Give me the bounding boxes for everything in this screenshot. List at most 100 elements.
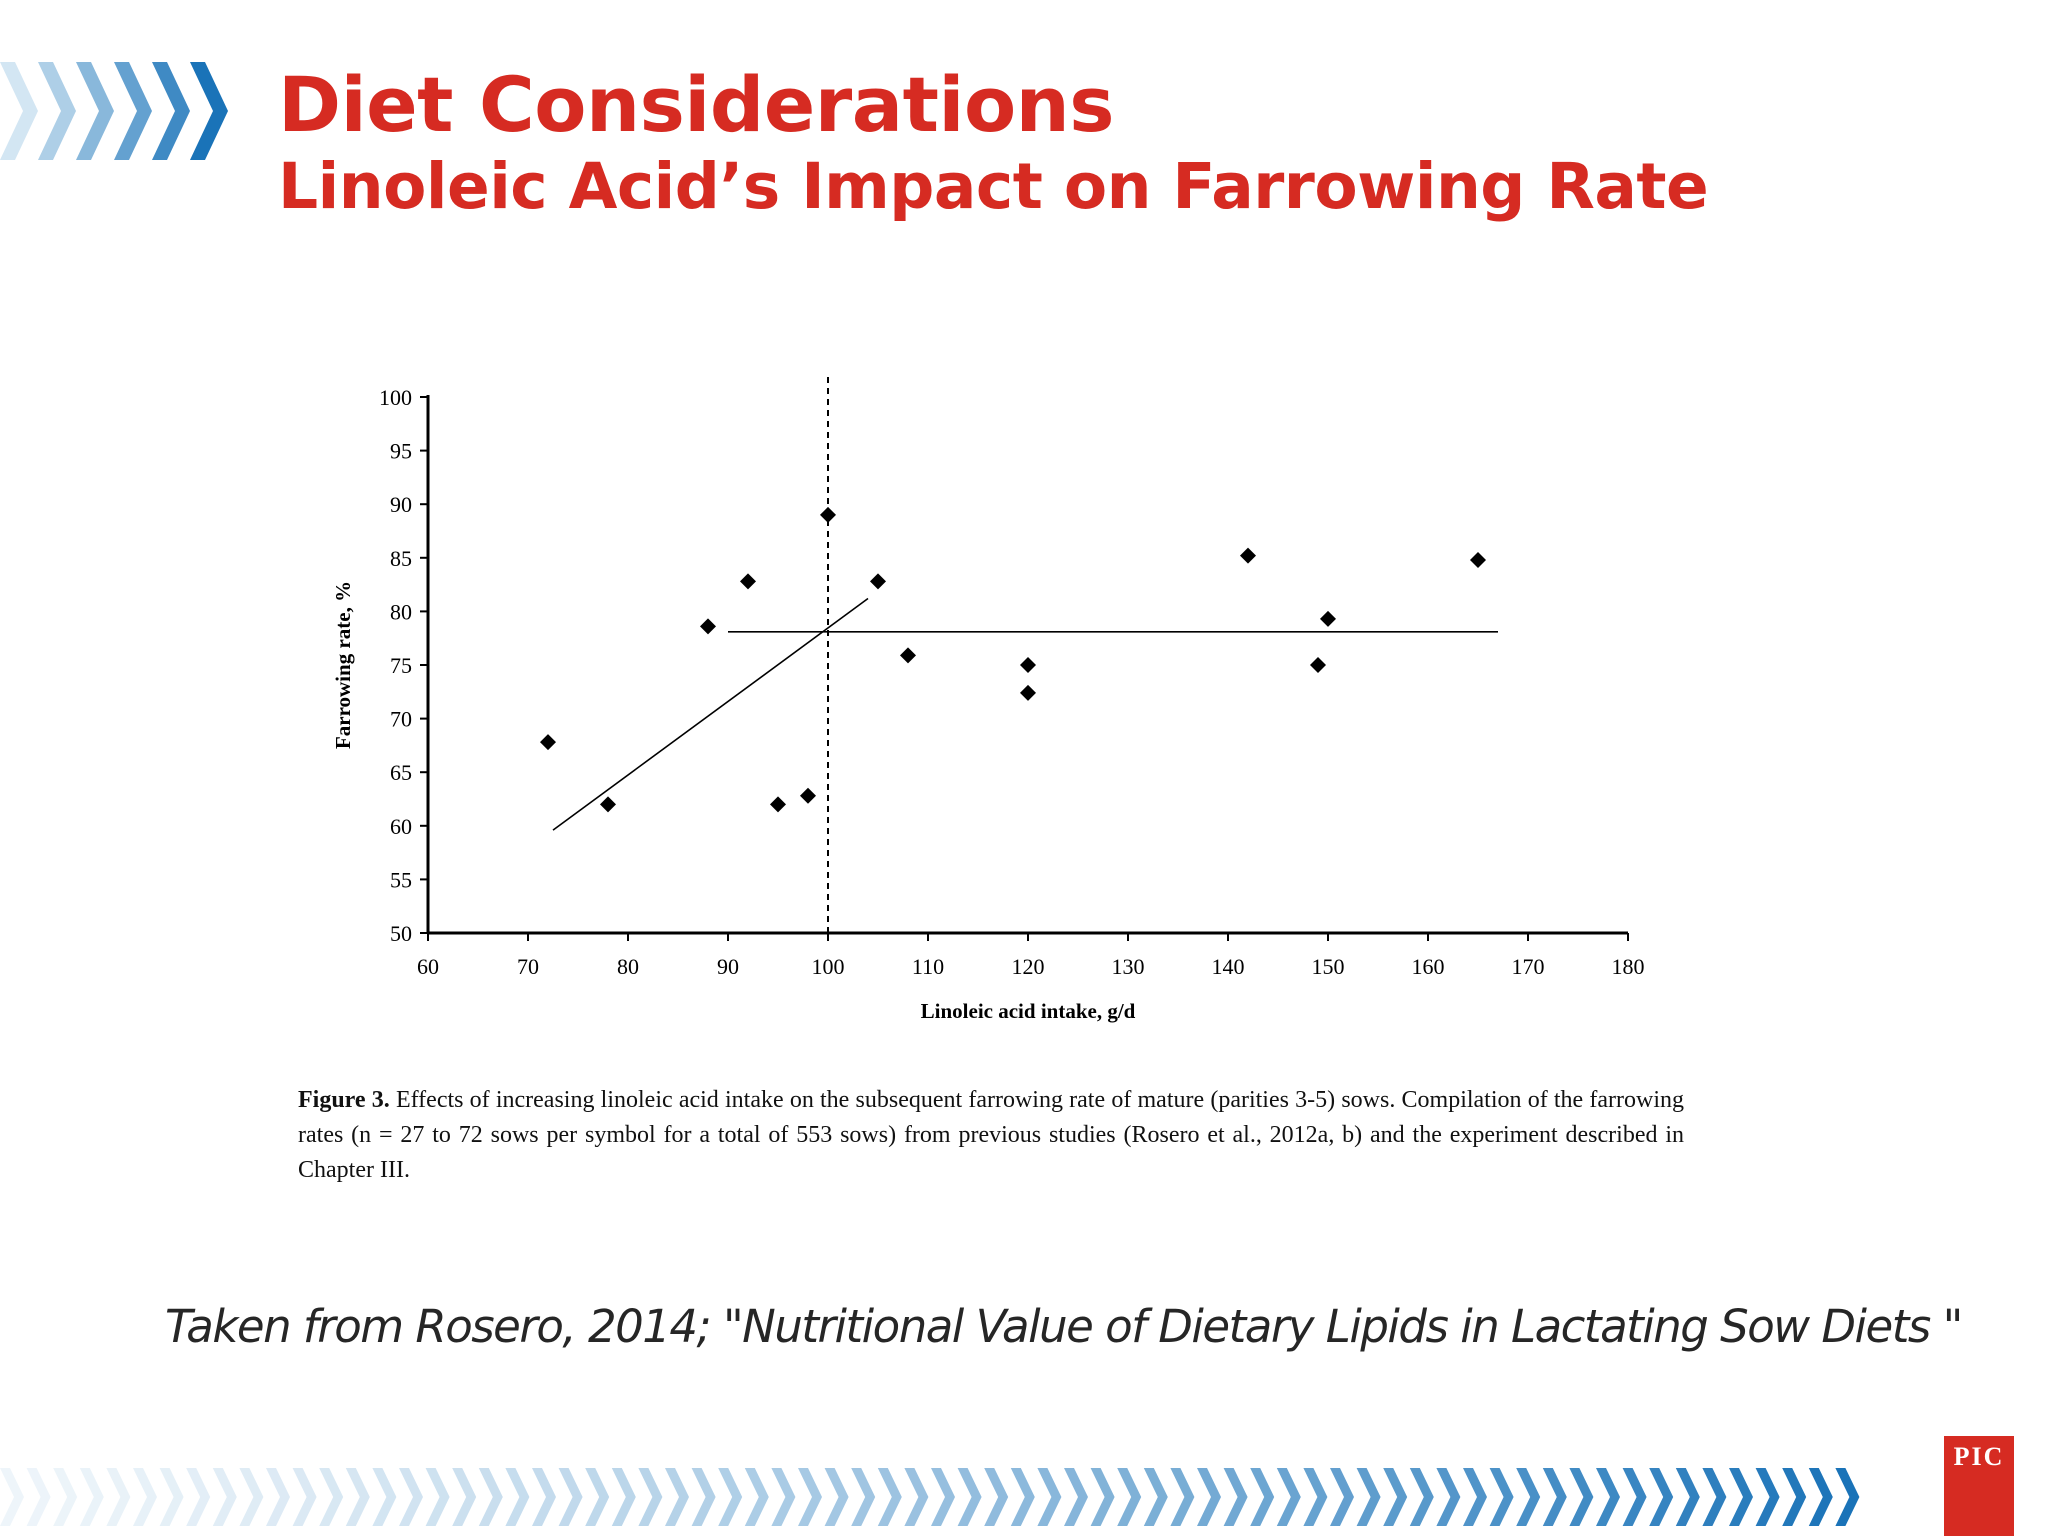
footer-chevron bbox=[212, 1468, 237, 1526]
footer-chevron bbox=[1356, 1468, 1381, 1526]
y-tick-label: 90 bbox=[390, 492, 412, 517]
data-point bbox=[600, 796, 616, 813]
x-tick-label: 60 bbox=[417, 954, 439, 979]
footer-chevron bbox=[425, 1468, 450, 1526]
data-point bbox=[1020, 684, 1036, 701]
caption-text: Effects of increasing linoleic acid inta… bbox=[298, 1087, 1685, 1183]
footer-chevron-decoration bbox=[0, 1468, 1860, 1526]
x-tick-label: 90 bbox=[717, 954, 739, 979]
data-point bbox=[800, 787, 816, 804]
footer-chevron bbox=[1143, 1468, 1168, 1526]
footer-chevron bbox=[1569, 1468, 1594, 1526]
footer-chevron bbox=[1463, 1468, 1487, 1526]
header-chevron-decoration bbox=[0, 62, 228, 160]
footer-chevron bbox=[372, 1468, 397, 1526]
footer-chevron bbox=[1250, 1468, 1275, 1526]
footer-chevron bbox=[1675, 1468, 1700, 1526]
footer-chevron bbox=[611, 1468, 636, 1526]
header-chevron bbox=[114, 62, 152, 160]
footer-chevron bbox=[239, 1468, 264, 1526]
y-tick-label: 70 bbox=[390, 707, 412, 732]
footer-chevron bbox=[558, 1468, 583, 1526]
source-citation: Taken from Rosero, 2014; "Nutritional Va… bbox=[165, 1300, 1963, 1353]
x-tick-label: 100 bbox=[812, 954, 845, 979]
footer-chevron bbox=[1223, 1468, 1248, 1526]
footer-chevron bbox=[1649, 1468, 1674, 1526]
logo-text: PIC bbox=[1953, 1442, 2005, 1471]
footer-chevron bbox=[1010, 1468, 1035, 1526]
footer-chevron bbox=[1729, 1468, 1753, 1526]
footer-chevron bbox=[1090, 1468, 1115, 1526]
footer-chevron bbox=[665, 1468, 689, 1526]
page-title: Diet Considerations bbox=[278, 60, 1115, 149]
x-axis-label: Linoleic acid intake, g/d bbox=[921, 999, 1136, 1023]
header-chevron bbox=[152, 62, 190, 160]
footer-chevron bbox=[1117, 1468, 1142, 1526]
y-tick-label: 65 bbox=[390, 760, 412, 785]
data-point bbox=[820, 506, 836, 523]
footer-chevron bbox=[1782, 1468, 1807, 1526]
x-tick-label: 80 bbox=[617, 954, 639, 979]
footer-chevron bbox=[292, 1468, 317, 1526]
footer-chevron bbox=[1330, 1468, 1354, 1526]
x-tick-label: 120 bbox=[1012, 954, 1045, 979]
footer-chevron bbox=[824, 1468, 849, 1526]
footer-chevron bbox=[505, 1468, 530, 1526]
footer-chevron bbox=[1276, 1468, 1301, 1526]
footer-chevron bbox=[984, 1468, 1009, 1526]
footer-chevron bbox=[53, 1468, 78, 1526]
y-tick-label: 100 bbox=[379, 385, 412, 410]
footer-chevron bbox=[452, 1468, 477, 1526]
footer-chevron bbox=[345, 1468, 370, 1526]
data-point bbox=[770, 796, 786, 813]
footer-chevron bbox=[638, 1468, 663, 1526]
x-tick-label: 130 bbox=[1112, 954, 1145, 979]
footer-chevron bbox=[904, 1468, 929, 1526]
footer-chevron bbox=[399, 1468, 423, 1526]
footer-chevron bbox=[1702, 1468, 1727, 1526]
footer-chevron bbox=[798, 1468, 822, 1526]
footer-chevron bbox=[1409, 1468, 1434, 1526]
page-subtitle: Linoleic Acid’s Impact on Farrowing Rate bbox=[278, 150, 1709, 223]
y-tick-label: 95 bbox=[390, 439, 412, 464]
x-tick-label: 170 bbox=[1512, 954, 1545, 979]
footer-chevron bbox=[851, 1468, 876, 1526]
data-point bbox=[700, 618, 716, 635]
footer-chevron bbox=[771, 1468, 796, 1526]
footer-chevron bbox=[1037, 1468, 1062, 1526]
fit-line-slope bbox=[552, 597, 869, 831]
scatter-chart: 50 55 60 65 70 75 80 85 90 95 100 60 70 80 90 100 110 120… bbox=[331, 377, 1645, 1023]
y-tick-label: 85 bbox=[390, 546, 412, 571]
y-tick-label: 80 bbox=[390, 599, 412, 624]
footer-chevron bbox=[585, 1468, 610, 1526]
data-point bbox=[1320, 610, 1336, 627]
data-point bbox=[870, 573, 886, 590]
header-chevron bbox=[190, 62, 228, 160]
footer-chevron bbox=[877, 1468, 902, 1526]
header-chevron bbox=[38, 62, 76, 160]
data-point bbox=[1470, 551, 1486, 568]
footer-chevron bbox=[1596, 1468, 1620, 1526]
footer-chevron bbox=[319, 1468, 344, 1526]
header-chevron bbox=[76, 62, 114, 160]
footer-chevron bbox=[1542, 1468, 1567, 1526]
data-point bbox=[540, 734, 556, 751]
footer-chevron bbox=[1064, 1468, 1088, 1526]
footer-chevron bbox=[1755, 1468, 1780, 1526]
data-point bbox=[1020, 657, 1036, 673]
footer-chevron bbox=[106, 1468, 131, 1526]
y-axis-label: Farrowing rate, % bbox=[331, 581, 355, 749]
footer-chevron bbox=[744, 1468, 769, 1526]
x-tick-label: 160 bbox=[1412, 954, 1445, 979]
pic-logo: PIC bbox=[1944, 1436, 2014, 1536]
footer-chevron bbox=[1622, 1468, 1647, 1526]
footer-chevron bbox=[1197, 1468, 1221, 1526]
footer-chevron bbox=[159, 1468, 184, 1526]
footer-chevron bbox=[1303, 1468, 1328, 1526]
data-point bbox=[740, 573, 756, 590]
y-tick-label: 75 bbox=[390, 653, 412, 678]
x-tick-label: 70 bbox=[517, 954, 539, 979]
data-point bbox=[900, 647, 916, 664]
footer-chevron bbox=[691, 1468, 716, 1526]
